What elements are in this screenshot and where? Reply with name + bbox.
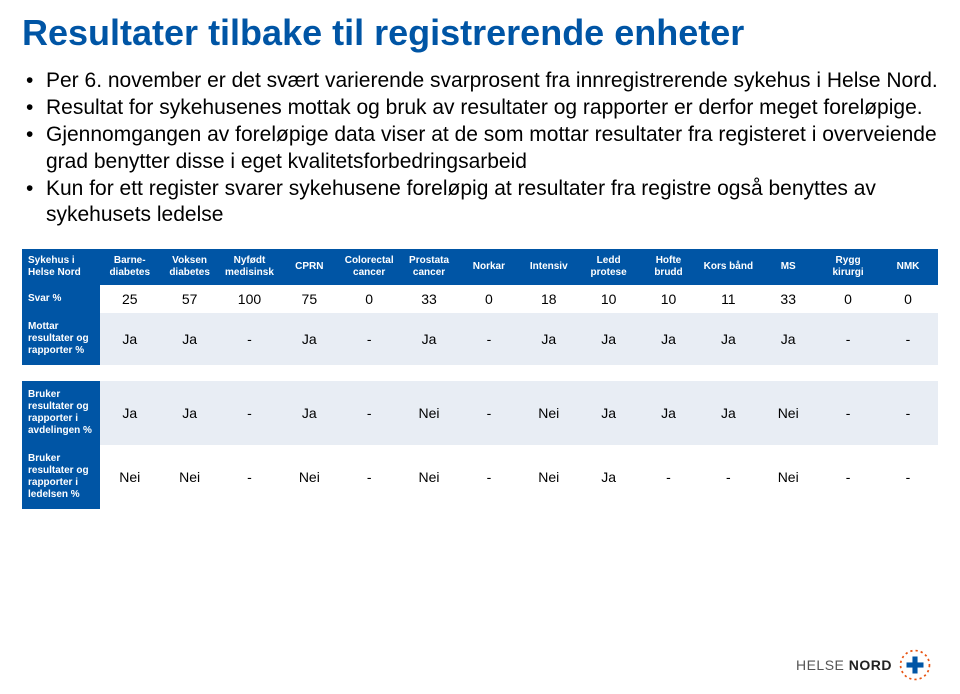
row-label: Svar % [22, 285, 100, 313]
col-header: Rygg kirurgi [818, 249, 878, 285]
cell: - [339, 381, 399, 445]
col-header: Barne-diabetes [100, 249, 160, 285]
cell: Ja [698, 313, 758, 365]
row-label: Bruker resultater og rapporter i avdelin… [22, 381, 100, 445]
cell: - [818, 445, 878, 509]
cell: Nei [100, 445, 160, 509]
page-title: Resultater tilbake til registrerende enh… [22, 12, 938, 54]
cell: - [878, 381, 938, 445]
cell: 0 [818, 285, 878, 313]
cell: 33 [758, 285, 818, 313]
cell: 75 [279, 285, 339, 313]
col-header: Norkar [459, 249, 519, 285]
table-header-row: Sykehus i Helse Nord Barne-diabetes Voks… [22, 249, 938, 285]
cell: Ja [579, 381, 639, 445]
col-header: Sykehus i Helse Nord [22, 249, 100, 285]
cell: Nei [519, 445, 579, 509]
cell: Ja [519, 313, 579, 365]
cell: Ja [160, 381, 220, 445]
col-header: Prostata cancer [399, 249, 459, 285]
cell: Ja [399, 313, 459, 365]
table-row: Mottar resultater og rapporter % Ja Ja -… [22, 313, 938, 365]
cell: Ja [279, 381, 339, 445]
cell: - [339, 313, 399, 365]
col-header: Nyfødt medisinsk [220, 249, 280, 285]
bullet-list: Per 6. november er det svært varierende … [22, 68, 938, 229]
cell: Ja [579, 313, 639, 365]
col-header: NMK [878, 249, 938, 285]
cell: - [639, 445, 699, 509]
cell: Nei [160, 445, 220, 509]
row-label: Mottar resultater og rapporter % [22, 313, 100, 365]
cell: Nei [519, 381, 579, 445]
col-header: Ledd protese [579, 249, 639, 285]
cell: 10 [639, 285, 699, 313]
helse-nord-icon [898, 648, 932, 682]
cell: Ja [100, 381, 160, 445]
cell: Nei [399, 445, 459, 509]
cell: Nei [758, 381, 818, 445]
cell: 11 [698, 285, 758, 313]
cell: Nei [399, 381, 459, 445]
cell: - [220, 445, 280, 509]
col-header: CPRN [279, 249, 339, 285]
cell: - [459, 381, 519, 445]
cell: Nei [279, 445, 339, 509]
col-header: MS [758, 249, 818, 285]
cell: 33 [399, 285, 459, 313]
cell: - [818, 381, 878, 445]
cell: - [818, 313, 878, 365]
table-row: Bruker resultater og rapporter i avdelin… [22, 381, 938, 445]
cell: 25 [100, 285, 160, 313]
cell: Ja [100, 313, 160, 365]
cell: - [220, 313, 280, 365]
logo: HELSE NORD [796, 648, 932, 682]
col-header: Voksen diabetes [160, 249, 220, 285]
cell: 0 [339, 285, 399, 313]
spacer [22, 365, 938, 381]
cell: Ja [758, 313, 818, 365]
cell: - [220, 381, 280, 445]
cell: Ja [279, 313, 339, 365]
cell: - [459, 313, 519, 365]
cell: 18 [519, 285, 579, 313]
logo-text-light: HELSE [796, 657, 844, 673]
cell: Ja [639, 381, 699, 445]
col-header: Hofte brudd [639, 249, 699, 285]
cell: 57 [160, 285, 220, 313]
results-table: Sykehus i Helse Nord Barne-diabetes Voks… [22, 249, 938, 509]
cell: - [878, 313, 938, 365]
cell: - [459, 445, 519, 509]
logo-text: HELSE NORD [796, 657, 892, 673]
cell: - [698, 445, 758, 509]
cell: Nei [758, 445, 818, 509]
cell: 0 [459, 285, 519, 313]
cell: 0 [878, 285, 938, 313]
col-header: Intensiv [519, 249, 579, 285]
cell: - [339, 445, 399, 509]
logo-text-bold: NORD [849, 657, 892, 673]
col-header: Kors bånd [698, 249, 758, 285]
cell: Ja [579, 445, 639, 509]
cell: Ja [698, 381, 758, 445]
cell: 10 [579, 285, 639, 313]
table-row: Svar % 25 57 100 75 0 33 0 18 10 10 11 3… [22, 285, 938, 313]
col-header: Colorectal cancer [339, 249, 399, 285]
row-label: Bruker resultater og rapporter i ledelse… [22, 445, 100, 509]
cell: 100 [220, 285, 280, 313]
bullet-item: Kun for ett register svarer sykehusene f… [22, 176, 938, 230]
bullet-item: Per 6. november er det svært varierende … [22, 68, 938, 95]
cell: - [878, 445, 938, 509]
bullet-item: Resultat for sykehusenes mottak og bruk … [22, 95, 938, 122]
cell: Ja [639, 313, 699, 365]
bullet-item: Gjennomgangen av foreløpige data viser a… [22, 122, 938, 176]
table-row: Bruker resultater og rapporter i ledelse… [22, 445, 938, 509]
cell: Ja [160, 313, 220, 365]
